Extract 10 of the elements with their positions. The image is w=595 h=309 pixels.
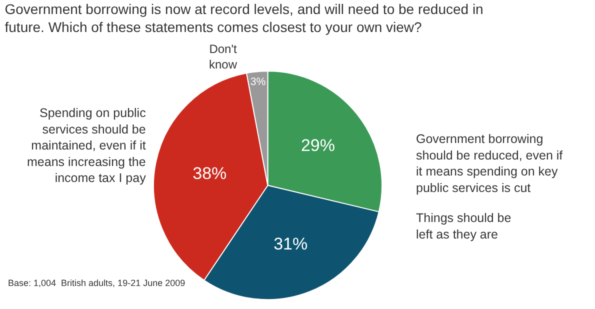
slice-label: Government borrowing should be reduced, even if it means spending on key public services is cut (416, 132, 564, 195)
data-label: 31% (274, 234, 308, 254)
slice-label: Things should be left as they are (416, 211, 512, 242)
data-label: 3% (250, 76, 266, 88)
data-label: 38% (192, 164, 227, 183)
data-label: 29% (300, 136, 335, 156)
text: Base: 1,004 British adults, 19-21 June 2009 (8, 278, 186, 288)
chart-title: Government borrowing is now at record levels, and will need to be reduced in future. Which of these statements comes closest to your own view? (4, 0, 484, 36)
slice-label: Spending on public services should be maintained, even if it means increasing the income tax I pay (27, 106, 147, 185)
slice-label: Don't know (209, 42, 238, 72)
